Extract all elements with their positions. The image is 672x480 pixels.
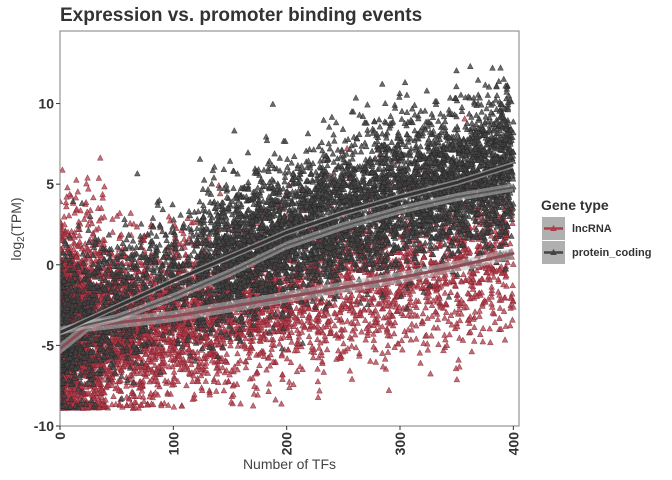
data-point	[407, 336, 415, 343]
data-point	[422, 304, 429, 311]
data-point	[351, 331, 359, 338]
data-point	[314, 335, 321, 343]
data-point	[448, 321, 455, 328]
data-point	[417, 359, 424, 366]
data-point	[323, 346, 331, 353]
data-point	[83, 180, 90, 187]
data-point	[298, 328, 306, 335]
data-point	[367, 357, 374, 364]
data-point	[427, 370, 434, 377]
data-point	[413, 335, 420, 342]
data-point	[139, 393, 147, 400]
data-point	[73, 176, 80, 183]
data-point	[226, 371, 233, 378]
points-layer	[60, 62, 517, 411]
chart-title: Expression vs. promoter binding events	[60, 5, 422, 26]
data-point	[140, 397, 148, 404]
data-point	[320, 368, 328, 375]
data-point	[370, 336, 378, 343]
data-point	[500, 307, 508, 314]
data-point	[313, 295, 321, 302]
data-point	[213, 387, 220, 394]
data-point	[471, 323, 478, 330]
data-point	[88, 220, 96, 227]
data-point	[362, 316, 369, 323]
data-point	[502, 322, 510, 329]
data-point	[204, 369, 212, 376]
data-point	[276, 340, 283, 347]
data-point	[455, 305, 463, 312]
data-point	[151, 361, 159, 368]
data-point	[242, 364, 250, 371]
data-point	[506, 322, 514, 329]
data-point	[305, 332, 313, 339]
data-point	[324, 310, 332, 317]
data-point	[453, 376, 461, 383]
data-point	[487, 338, 494, 346]
data-point	[216, 190, 224, 197]
